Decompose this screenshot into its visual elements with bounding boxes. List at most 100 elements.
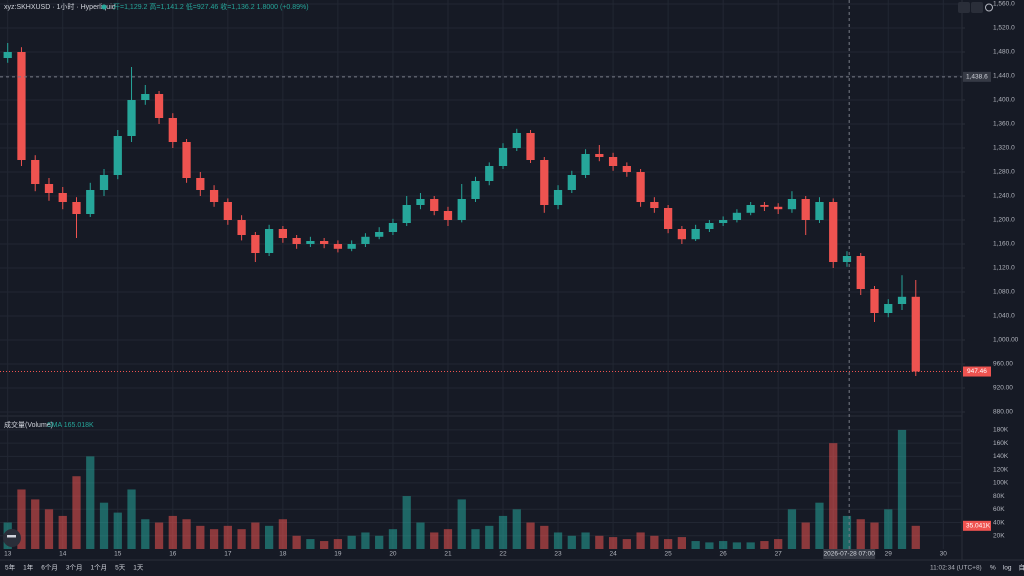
volume-bar	[608, 537, 618, 549]
volume-bar	[732, 542, 742, 549]
y-tick-label: 80K	[993, 493, 1005, 500]
y-tick-label: 40K	[993, 519, 1005, 526]
top-right-tools[interactable]	[958, 2, 993, 13]
volume-bar	[512, 509, 521, 549]
crosshair-price-label: 1,438.6	[966, 74, 988, 81]
range-button[interactable]: 1年	[23, 563, 34, 572]
x-tick-label: 13	[4, 551, 12, 558]
volume-bar	[196, 525, 205, 549]
candle-body	[636, 172, 645, 202]
candle-body	[746, 205, 755, 213]
candle-body	[430, 199, 439, 211]
volume-bar	[663, 539, 673, 549]
volume-sma: SMA 165.018K	[47, 422, 94, 429]
volume-bar	[361, 532, 370, 549]
candle-body	[196, 178, 205, 190]
candle-body	[333, 244, 343, 249]
x-tick-label: 23	[554, 551, 562, 558]
y-tick-label: 1,520.0	[993, 25, 1015, 32]
x-tick-label: 29	[885, 551, 893, 558]
candle-body	[856, 256, 865, 289]
candle-body	[223, 202, 232, 220]
candle-body	[691, 229, 700, 240]
volume-bar	[223, 525, 232, 549]
crosshair-price-tag	[963, 71, 991, 82]
volume-bar	[746, 542, 755, 549]
y-tick-label: 20K	[993, 532, 1005, 539]
crosshair-time-label: 2026-07-28 07:00	[824, 551, 876, 558]
volume-bar	[99, 502, 109, 549]
x-tick-label: 19	[334, 551, 342, 558]
candle-body	[760, 205, 769, 207]
x-tick-label: 20	[389, 551, 397, 558]
range-button[interactable]: 1个月	[91, 564, 108, 572]
y-tick-label: 1,400.0	[993, 97, 1015, 104]
y-tick-label: 1,360.0	[993, 121, 1015, 128]
candle-body	[306, 241, 315, 244]
reset[interactable]	[985, 3, 993, 12]
volume-bar	[498, 515, 508, 549]
volume-bar	[787, 509, 797, 549]
y-tick-label: 180K	[993, 427, 1009, 434]
range-button[interactable]: 5天	[115, 564, 126, 572]
scale-button[interactable]: %	[990, 565, 996, 572]
volume-bar	[553, 532, 563, 549]
volume-bar	[677, 537, 687, 549]
volume-bar	[292, 535, 301, 549]
scale-button[interactable]: log	[1003, 565, 1012, 572]
zoom-in[interactable]	[958, 2, 970, 13]
y-tick-label: 1,120.0	[993, 265, 1015, 272]
candle-body	[3, 52, 12, 58]
candle-body	[17, 52, 26, 160]
y-tick-label: 1,040.0	[993, 313, 1015, 320]
plot	[3, 43, 920, 549]
symbol: xyz:SKHXUSD · 1小时 · Hyperliquid	[4, 2, 116, 11]
candle-body	[292, 238, 301, 244]
volume-bar	[237, 529, 246, 549]
volume-bar	[581, 532, 590, 549]
candle-body	[31, 160, 40, 184]
candle-body	[471, 181, 480, 199]
candle-body	[278, 229, 288, 238]
range-button[interactable]: 1天	[133, 564, 144, 572]
volume-bar	[526, 522, 535, 549]
candle-body	[264, 229, 274, 253]
volume-bar	[829, 443, 838, 549]
candle-body	[361, 236, 370, 244]
x-tick-label: 21	[444, 551, 452, 558]
candle-body	[719, 220, 728, 223]
scale-button[interactable]: 自动	[1018, 563, 1024, 572]
range-button[interactable]: 5年	[5, 563, 16, 572]
candle-body	[72, 202, 81, 214]
volume-bar	[705, 542, 714, 549]
candle-body	[141, 94, 150, 100]
crosshair-time-tag	[823, 549, 876, 559]
range-button[interactable]: 3个月	[66, 564, 83, 572]
candle-body	[485, 166, 494, 181]
candle-body	[498, 148, 508, 166]
y-tick-label: 880.00	[993, 409, 1013, 416]
volume-bar	[209, 529, 219, 549]
volume-bar	[154, 522, 164, 549]
candle-body	[113, 136, 122, 175]
fullscreen[interactable]	[971, 2, 983, 13]
volume-bar	[911, 525, 920, 549]
x-tick-label: 25	[664, 551, 672, 558]
volume-bar	[182, 519, 191, 549]
volume-bar	[44, 509, 54, 549]
candle-body	[553, 190, 563, 205]
range-button[interactable]: 6个月	[41, 564, 58, 572]
volume-bar	[897, 429, 907, 549]
toolbar: 11:02:34 (UTC+8) 5年 1年 6个月 3个月 1个月 5天 1天% log 自动	[5, 563, 1024, 572]
volume-bar	[870, 522, 879, 549]
volume-bar	[540, 525, 549, 549]
candle-body	[884, 304, 893, 313]
x-tick-label: 16	[169, 551, 177, 558]
volume-bar	[58, 515, 67, 549]
volume-bar	[375, 535, 384, 549]
candle-body	[347, 244, 356, 249]
volume-bar	[168, 515, 177, 549]
candle-body	[416, 199, 425, 205]
candle-body	[705, 223, 714, 229]
